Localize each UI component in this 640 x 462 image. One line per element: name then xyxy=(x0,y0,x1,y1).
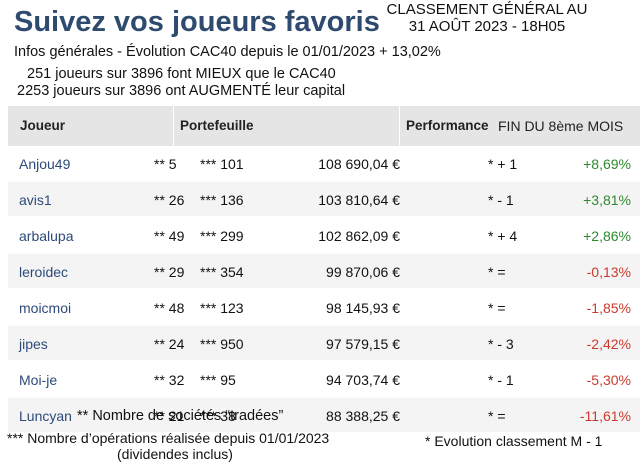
societes-count: ** 26 xyxy=(154,192,185,208)
ranking-change: * - 1 xyxy=(488,192,514,208)
performance-value: -11,61% xyxy=(579,408,631,424)
societes-count: ** 24 xyxy=(154,336,185,352)
performance-value: +2,86% xyxy=(583,228,631,244)
ranking-change: * + 4 xyxy=(488,228,518,244)
stat-mieux-cac40: 251 joueurs sur 3896 font MIEUX que le C… xyxy=(27,66,336,82)
column-header-portefeuille-bg xyxy=(174,106,399,146)
table-row[interactable]: moicmoi ** 48 *** 123 98 145,93 € * = -1,85% xyxy=(8,290,640,324)
column-header-fin-mois: FIN DU 8ème MOIS xyxy=(498,118,624,134)
footnote-operations: *** Nombre d’opérations réalisée depuis … xyxy=(7,430,330,446)
table-header: Joueur Portefeuille Performance FIN DU 8… xyxy=(8,106,640,146)
footnote-societes: ** Nombre de sociétés “tradées” xyxy=(77,408,284,424)
operations-count: *** 299 xyxy=(200,228,244,244)
performance-value: -0,13% xyxy=(586,264,631,280)
table-row[interactable]: jipes ** 24 *** 950 97 579,15 € * - 3 -2,42% xyxy=(8,326,640,360)
operations-count: *** 101 xyxy=(200,156,244,172)
portfolio-value: 98 145,93 € xyxy=(326,300,400,316)
operations-count: *** 38 xyxy=(200,408,236,424)
table-row[interactable]: Luncyan ** 21 *** 38 88 388,25 € * = -11,61% xyxy=(8,398,640,432)
ranking-change: * = xyxy=(488,408,506,424)
societes-count: ** 5 xyxy=(154,156,177,172)
player-name[interactable]: Luncyan xyxy=(19,408,72,424)
table-row[interactable]: Moi-je ** 32 *** 95 94 703,74 € * - 1 -5,30% xyxy=(8,362,640,396)
operations-count: *** 123 xyxy=(200,300,244,316)
table-row[interactable]: arbalupa ** 49 *** 299 102 862,09 € * + 4 +2,… xyxy=(8,218,640,252)
player-name[interactable]: jipes xyxy=(19,336,48,352)
column-header-performance-bg xyxy=(400,106,640,146)
ranking-change: * - 3 xyxy=(488,336,514,352)
table-row[interactable]: leroidec ** 29 *** 354 99 870,06 € * = -0,13% xyxy=(8,254,640,288)
societes-count: ** 48 xyxy=(154,300,185,316)
ranking-change: * = xyxy=(488,264,506,280)
societes-count: ** 21 xyxy=(154,408,185,424)
column-header-joueur[interactable]: Joueur xyxy=(20,118,66,133)
player-name[interactable]: moicmoi xyxy=(19,300,72,316)
performance-value: +3,81% xyxy=(583,192,631,208)
societes-count: ** 32 xyxy=(154,372,185,388)
portfolio-value: 94 703,74 € xyxy=(326,372,400,388)
operations-count: *** 95 xyxy=(200,372,236,388)
player-name[interactable]: Moi-je xyxy=(19,372,58,388)
performance-value: -2,42% xyxy=(586,336,631,352)
societes-count: ** 29 xyxy=(154,264,185,280)
column-header-performance[interactable]: Performance xyxy=(406,118,489,133)
ranking-change: * - 1 xyxy=(488,372,514,388)
footnote-dividendes: (dividendes inclus) xyxy=(117,446,233,462)
performance-value: -5,30% xyxy=(586,372,631,388)
performance-value: -1,85% xyxy=(586,300,631,316)
societes-count: ** 49 xyxy=(154,228,185,244)
portfolio-value: 97 579,15 € xyxy=(326,336,400,352)
portfolio-value: 108 690,04 € xyxy=(318,156,400,172)
portfolio-value: 99 870,06 € xyxy=(326,264,400,280)
operations-count: *** 136 xyxy=(200,192,244,208)
performance-value: +8,69% xyxy=(583,156,631,172)
portfolio-value: 102 862,09 € xyxy=(318,228,400,244)
player-name[interactable]: Anjou49 xyxy=(19,156,71,172)
table-row[interactable]: avis1 ** 26 *** 136 103 810,64 € * - 1 +3,81% xyxy=(8,182,640,216)
ranking-change: * = xyxy=(488,300,506,316)
player-name[interactable]: arbalupa xyxy=(19,228,74,244)
operations-count: *** 950 xyxy=(200,336,244,352)
player-name[interactable]: leroidec xyxy=(19,264,69,280)
classement-title: CLASSEMENT GÉNÉRAL AU xyxy=(386,1,588,18)
column-header-joueur-bg xyxy=(8,106,173,146)
footnote-classement: * Evolution classement M - 1 xyxy=(425,433,603,449)
page-title: Suivez vos joueurs favoris xyxy=(14,6,380,38)
portfolio-value: 88 388,25 € xyxy=(326,408,400,424)
column-header-portefeuille[interactable]: Portefeuille xyxy=(180,118,254,133)
operations-count: *** 354 xyxy=(200,264,244,280)
cac40-info: Infos générales - Évolution CAC40 depuis… xyxy=(14,44,441,60)
player-name[interactable]: avis1 xyxy=(19,192,52,208)
stat-augmente-capital: 2253 joueurs sur 3896 ont AUGMENTÉ leur … xyxy=(17,83,346,99)
ranking-change: * + 1 xyxy=(488,156,518,172)
players-table: Joueur Portefeuille Performance FIN DU 8… xyxy=(8,106,640,432)
portfolio-value: 103 810,64 € xyxy=(318,192,400,208)
table-row[interactable]: Anjou49 ** 5 *** 101 108 690,04 € * + 1 +8,69… xyxy=(8,146,640,180)
classement-date: CLASSEMENT GÉNÉRAL AU 31 AOÛT 2023 - 18H… xyxy=(372,1,602,35)
classement-timestamp: 31 AOÛT 2023 - 18H05 xyxy=(408,18,566,35)
